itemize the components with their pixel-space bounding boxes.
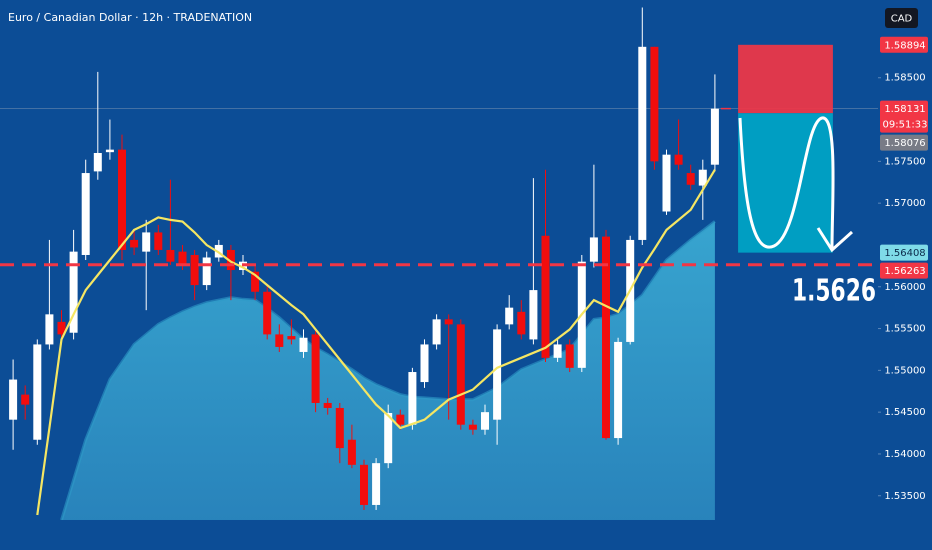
candle-body bbox=[105, 149, 114, 153]
candle-body bbox=[674, 154, 683, 165]
candle-body bbox=[614, 341, 623, 439]
y-tick-label: 1.55500 bbox=[884, 324, 925, 335]
candle-body bbox=[251, 271, 260, 292]
candle-body bbox=[263, 291, 272, 335]
price-label: 1.56263 bbox=[884, 266, 925, 277]
candle-body bbox=[565, 344, 574, 368]
candle-body bbox=[589, 237, 598, 262]
candle-body bbox=[69, 251, 78, 333]
candle-body bbox=[130, 239, 139, 248]
candle-body bbox=[372, 463, 381, 505]
y-tick-label: 1.53500 bbox=[884, 491, 925, 502]
candle-body bbox=[517, 311, 526, 335]
candle-body bbox=[347, 439, 356, 465]
candle-body bbox=[638, 46, 647, 240]
candle-body bbox=[710, 108, 719, 165]
candle-body bbox=[505, 307, 514, 325]
price-label-box bbox=[880, 134, 928, 151]
price-label-box bbox=[880, 36, 928, 53]
candle-body bbox=[602, 236, 610, 439]
candle-body bbox=[698, 169, 707, 186]
candle-body bbox=[190, 254, 199, 286]
candle-body bbox=[142, 232, 151, 252]
candle-body bbox=[360, 464, 368, 505]
price-label-box bbox=[880, 100, 928, 133]
candle-body bbox=[493, 329, 502, 420]
candle-body bbox=[154, 232, 163, 250]
candle-body bbox=[275, 334, 284, 347]
currency-box bbox=[885, 8, 918, 28]
candle-body bbox=[45, 314, 54, 345]
projection-curve bbox=[738, 116, 835, 249]
candle-body bbox=[396, 414, 405, 425]
time-axis bbox=[0, 520, 932, 550]
chart-title: Euro / Canadian Dollar · 12h · TRADENATI… bbox=[8, 11, 252, 24]
candle-body bbox=[432, 319, 441, 345]
candle-body bbox=[202, 257, 211, 286]
candle-body bbox=[481, 412, 489, 430]
candle-body bbox=[178, 251, 187, 266]
candle-body bbox=[384, 412, 393, 464]
candle-body bbox=[686, 173, 695, 185]
price-label: 1.58894 bbox=[884, 40, 925, 51]
y-tick-label: 1.55000 bbox=[884, 365, 925, 376]
candle-body bbox=[33, 344, 42, 440]
candle-body bbox=[553, 344, 562, 358]
candle-body bbox=[93, 152, 102, 172]
ema-line bbox=[36, 169, 716, 516]
price-label: 1.58076 bbox=[884, 138, 925, 149]
candle-body bbox=[335, 407, 344, 449]
candle-body bbox=[408, 372, 417, 425]
candle-body bbox=[299, 337, 308, 352]
candle-body bbox=[57, 321, 66, 335]
candle-body bbox=[287, 336, 296, 340]
candle-body bbox=[226, 249, 235, 271]
candle-body bbox=[468, 424, 477, 430]
candle-body bbox=[662, 154, 671, 212]
y-tick-label: 1.54000 bbox=[884, 449, 925, 460]
price-label: 1.58131 bbox=[884, 104, 925, 115]
candle-body bbox=[9, 379, 18, 420]
price-label-box bbox=[880, 262, 928, 279]
y-tick-label: 1.57500 bbox=[884, 156, 925, 167]
candle-body bbox=[21, 394, 30, 405]
stop-zone bbox=[738, 44, 833, 114]
price-label: 1.56408 bbox=[884, 248, 925, 259]
candle-body bbox=[444, 319, 453, 325]
y-tick-label: 1.56000 bbox=[884, 282, 925, 293]
currency-label: CAD bbox=[891, 14, 913, 25]
candle-body bbox=[456, 324, 465, 425]
candle-body bbox=[118, 149, 126, 250]
y-tick-label: 1.57000 bbox=[884, 198, 925, 209]
candle-body bbox=[650, 46, 659, 162]
candle-body bbox=[323, 402, 332, 408]
y-tick-label: 1.58500 bbox=[884, 73, 925, 84]
overlay-layer: 1.5626 bbox=[0, 7, 878, 516]
y-tick-label: 1.54500 bbox=[884, 407, 925, 418]
cloud-area bbox=[61, 221, 715, 520]
candle-body bbox=[166, 249, 175, 262]
price-countdown: 09:51:33 bbox=[883, 120, 928, 131]
candle-body bbox=[529, 290, 538, 340]
projection-arrowhead bbox=[816, 227, 854, 253]
level-annotation: 1.5626 bbox=[792, 274, 876, 309]
candle-body bbox=[311, 334, 320, 403]
candle-body bbox=[81, 173, 90, 255]
candle-body bbox=[541, 235, 550, 358]
candle-body bbox=[420, 344, 429, 383]
price-label-box bbox=[880, 244, 928, 261]
